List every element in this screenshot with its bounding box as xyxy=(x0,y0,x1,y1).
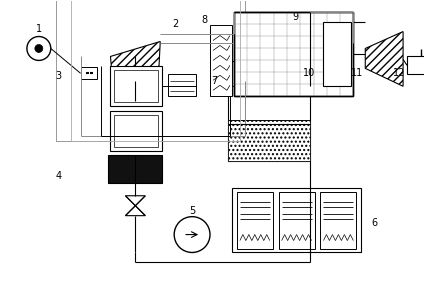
Text: 8: 8 xyxy=(201,15,207,25)
Bar xyxy=(114,115,158,147)
Polygon shape xyxy=(110,42,160,81)
Bar xyxy=(232,188,361,253)
Bar xyxy=(125,81,132,93)
Text: 1: 1 xyxy=(36,24,42,33)
Bar xyxy=(168,74,196,96)
Text: 5: 5 xyxy=(189,206,195,216)
Bar xyxy=(279,192,314,249)
Circle shape xyxy=(27,37,51,61)
Bar xyxy=(210,24,232,96)
Text: 7: 7 xyxy=(211,76,217,86)
Bar xyxy=(81,68,96,79)
Text: 3: 3 xyxy=(56,71,62,81)
Bar xyxy=(407,56,425,74)
Bar xyxy=(228,86,309,161)
Text: 9: 9 xyxy=(292,12,299,22)
Bar xyxy=(228,120,309,161)
Bar xyxy=(237,192,273,249)
Bar xyxy=(110,66,162,106)
Bar xyxy=(234,12,353,96)
Text: 12: 12 xyxy=(393,68,405,78)
Circle shape xyxy=(174,217,210,253)
Bar xyxy=(110,111,162,151)
Polygon shape xyxy=(365,31,403,86)
Bar xyxy=(323,22,351,86)
Text: 2: 2 xyxy=(172,19,178,29)
Bar xyxy=(134,81,142,93)
Bar xyxy=(116,81,123,93)
Bar xyxy=(143,81,150,93)
Text: 11: 11 xyxy=(351,68,363,78)
Bar xyxy=(320,192,356,249)
Polygon shape xyxy=(125,196,145,206)
Polygon shape xyxy=(125,206,145,216)
Text: 4: 4 xyxy=(56,171,62,181)
Bar xyxy=(108,155,162,183)
Bar xyxy=(71,0,240,141)
Text: 6: 6 xyxy=(371,218,377,228)
Bar xyxy=(234,12,353,96)
Circle shape xyxy=(35,45,43,52)
Bar xyxy=(114,70,158,102)
Text: 10: 10 xyxy=(303,68,316,78)
Bar xyxy=(56,0,245,141)
